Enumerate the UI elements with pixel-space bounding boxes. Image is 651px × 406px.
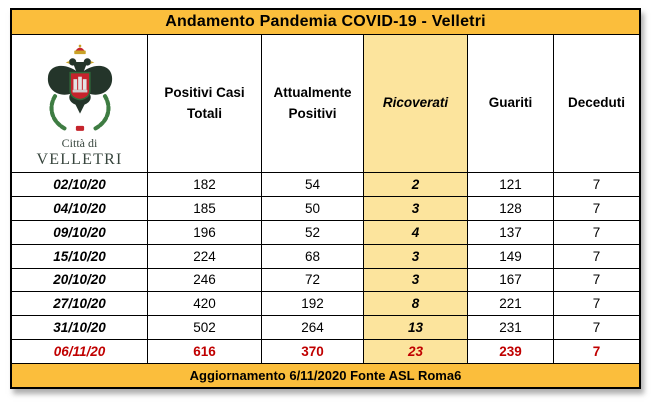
logo-citta-di: Città di bbox=[61, 135, 98, 150]
cell-ricoverati: 2 bbox=[364, 173, 468, 197]
cell-positivi-casi-totali: 182 bbox=[148, 173, 262, 197]
cell-attualmente-positivi: 52 bbox=[262, 220, 364, 245]
cell-guariti: 167 bbox=[468, 268, 554, 293]
row-date: 04/10/20 bbox=[12, 196, 148, 221]
column-header-ricoverati: Ricoverati bbox=[364, 35, 468, 173]
row-date: 20/10/20 bbox=[12, 268, 148, 293]
cell-guariti: 221 bbox=[468, 292, 554, 317]
cell-deceduti: 7 bbox=[554, 221, 639, 245]
column-header-guariti: Guariti bbox=[468, 35, 554, 173]
logo-cell: Città di VELLETRI bbox=[12, 35, 148, 173]
cell-positivi-casi-totali: 246 bbox=[148, 268, 262, 293]
cell-positivi-casi-totali: 420 bbox=[148, 292, 262, 317]
title-bar: Andamento Pandemia COVID-19 - Velletri bbox=[12, 10, 639, 35]
cell-deceduti: 7 bbox=[554, 269, 639, 293]
cell-deceduti: 7 bbox=[554, 245, 639, 269]
cell-guariti: 231 bbox=[468, 316, 554, 341]
cell-positivi-casi-totali: 616 bbox=[148, 340, 262, 364]
cell-guariti: 121 bbox=[468, 173, 554, 197]
cell-attualmente-positivi: 370 bbox=[262, 340, 364, 364]
cell-positivi-casi-totali: 196 bbox=[148, 220, 262, 245]
logo-velletri: VELLETRI bbox=[36, 150, 123, 168]
cell-positivi-casi-totali: 224 bbox=[148, 244, 262, 269]
row-date: 06/11/20 bbox=[12, 340, 148, 364]
cell-attualmente-positivi: 50 bbox=[262, 196, 364, 221]
cell-positivi-casi-totali: 185 bbox=[148, 196, 262, 221]
column-header-attualmente-positivi: Attualmente Positivi bbox=[262, 35, 364, 173]
cell-ricoverati: 23 bbox=[364, 340, 468, 364]
cell-guariti: 239 bbox=[468, 340, 554, 364]
cell-attualmente-positivi: 54 bbox=[262, 173, 364, 197]
cell-guariti: 128 bbox=[468, 196, 554, 221]
cell-ricoverati: 3 bbox=[364, 268, 468, 293]
cell-deceduti: 7 bbox=[554, 340, 639, 364]
city-crest-logo bbox=[47, 44, 112, 131]
cell-attualmente-positivi: 192 bbox=[262, 292, 364, 317]
cell-ricoverati: 3 bbox=[364, 196, 468, 221]
column-header-positivi-casi-totali: Positivi Casi Totali bbox=[148, 35, 262, 173]
cell-deceduti: 7 bbox=[554, 292, 639, 317]
footer-text: Aggiornamento 6/11/2020 Fonte ASL Roma6 bbox=[189, 368, 462, 383]
cell-ricoverati: 13 bbox=[364, 316, 468, 341]
page-title: Andamento Pandemia COVID-19 - Velletri bbox=[165, 13, 486, 30]
covid-data-table: Andamento Pandemia COVID-19 - Velletri bbox=[10, 8, 641, 389]
cell-deceduti: 7 bbox=[554, 197, 639, 221]
cell-ricoverati: 3 bbox=[364, 244, 468, 269]
cell-ricoverati: 8 bbox=[364, 292, 468, 317]
row-date: 02/10/20 bbox=[12, 173, 148, 197]
row-date: 09/10/20 bbox=[12, 220, 148, 245]
row-date: 15/10/20 bbox=[12, 244, 148, 269]
cell-attualmente-positivi: 72 bbox=[262, 268, 364, 293]
cell-guariti: 149 bbox=[468, 244, 554, 269]
column-header-deceduti: Deceduti bbox=[554, 35, 639, 173]
cell-positivi-casi-totali: 502 bbox=[148, 316, 262, 341]
cell-deceduti: 7 bbox=[554, 173, 639, 197]
row-date: 27/10/20 bbox=[12, 292, 148, 317]
cell-ricoverati: 4 bbox=[364, 220, 468, 245]
row-date: 31/10/20 bbox=[12, 316, 148, 341]
cell-attualmente-positivi: 264 bbox=[262, 316, 364, 341]
cell-guariti: 137 bbox=[468, 220, 554, 245]
footer-bar: Aggiornamento 6/11/2020 Fonte ASL Roma6 bbox=[12, 364, 639, 387]
cell-attualmente-positivi: 68 bbox=[262, 244, 364, 269]
cell-deceduti: 7 bbox=[554, 316, 639, 341]
